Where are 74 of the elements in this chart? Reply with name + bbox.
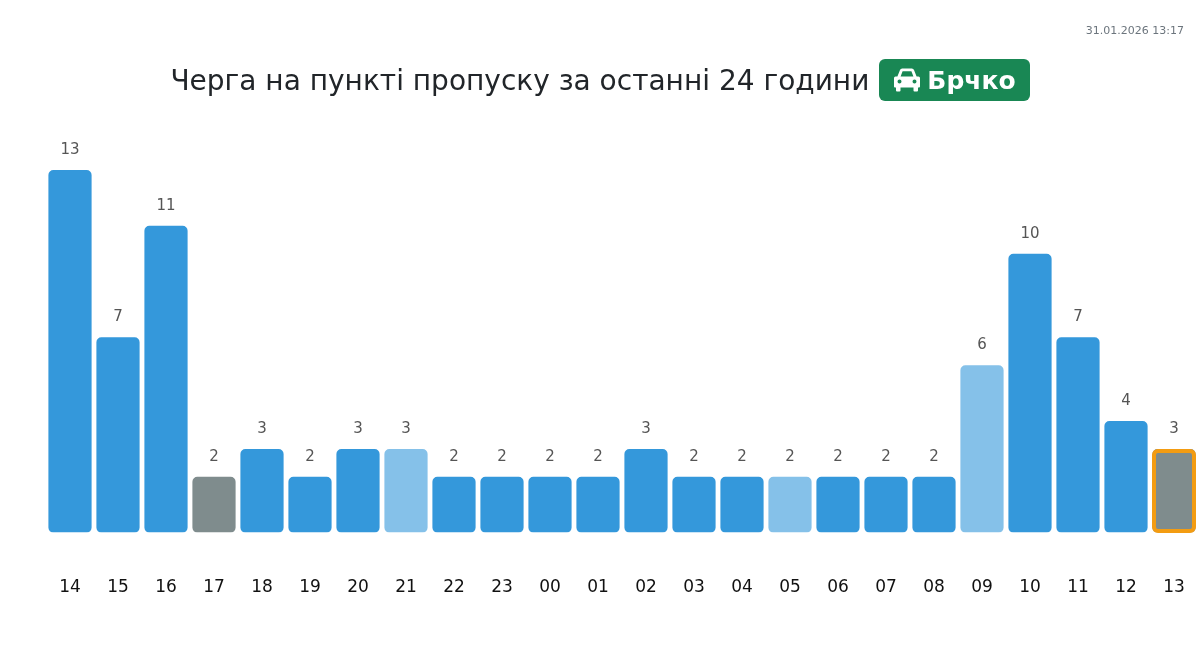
chart-subtitle: Брчко bbox=[927, 65, 1016, 95]
data-label: 7 bbox=[1073, 307, 1083, 326]
x-tick-label: 00 bbox=[539, 576, 561, 597]
data-label: 3 bbox=[1169, 418, 1179, 437]
x-tick-label: 20 bbox=[347, 576, 369, 597]
data-label: 3 bbox=[641, 418, 651, 437]
x-tick-label: 14 bbox=[59, 576, 81, 597]
bar bbox=[240, 448, 284, 533]
data-label: 10 bbox=[1020, 223, 1040, 242]
x-tick-label: 03 bbox=[683, 576, 705, 597]
data-label: 7 bbox=[113, 307, 123, 326]
bar bbox=[144, 225, 188, 533]
x-tick-label: 21 bbox=[395, 576, 417, 597]
x-tick-label: 02 bbox=[635, 576, 657, 597]
bar bbox=[192, 476, 236, 533]
bar bbox=[672, 476, 716, 533]
bar bbox=[720, 476, 764, 533]
x-tick-label: 07 bbox=[875, 576, 897, 597]
x-tick-label: 01 bbox=[587, 576, 609, 597]
bar bbox=[432, 476, 476, 533]
x-tick-label: 12 bbox=[1115, 576, 1137, 597]
bar bbox=[576, 476, 620, 533]
x-tick-label: 10 bbox=[1019, 576, 1041, 597]
bar bbox=[816, 476, 860, 533]
data-label: 3 bbox=[401, 418, 411, 437]
data-label: 2 bbox=[785, 446, 795, 465]
data-label: 11 bbox=[156, 195, 176, 214]
data-label: 2 bbox=[497, 446, 507, 465]
x-tick-label: 09 bbox=[971, 576, 993, 597]
bar bbox=[480, 476, 524, 533]
data-label: 2 bbox=[689, 446, 699, 465]
data-label: 2 bbox=[305, 446, 315, 465]
data-label: 4 bbox=[1121, 390, 1131, 409]
text: 31.01.2026 13:17 bbox=[1085, 24, 1184, 38]
x-tick-label: 08 bbox=[923, 576, 945, 597]
bar bbox=[336, 448, 380, 533]
x-tick-label: 19 bbox=[299, 576, 321, 597]
x-tick-label: 04 bbox=[731, 576, 753, 597]
x-tick-label: 13 bbox=[1163, 576, 1185, 597]
data-label: 2 bbox=[737, 446, 747, 465]
data-label: 2 bbox=[545, 446, 555, 465]
bar bbox=[48, 170, 92, 533]
bar bbox=[960, 365, 1004, 533]
x-tick-label: 17 bbox=[203, 576, 225, 597]
bar bbox=[624, 448, 668, 533]
bar bbox=[1008, 253, 1052, 533]
bar bbox=[384, 448, 428, 533]
data-label: 6 bbox=[977, 335, 987, 354]
data-label: 2 bbox=[929, 446, 939, 465]
bar bbox=[528, 476, 572, 533]
x-tick-label: 06 bbox=[827, 576, 849, 597]
x-tick-label: 23 bbox=[491, 576, 513, 597]
bar bbox=[768, 476, 812, 533]
data-label: 13 bbox=[60, 139, 80, 158]
x-tick-label: 18 bbox=[251, 576, 273, 597]
chart-title: Черга на пункті пропуску за останні 24 години bbox=[170, 63, 870, 97]
data-label: 3 bbox=[257, 418, 267, 437]
data-label: 2 bbox=[593, 446, 603, 465]
x-tick-label: 05 bbox=[779, 576, 801, 597]
data-label: 2 bbox=[881, 446, 891, 465]
x-tick-label: 22 bbox=[443, 576, 465, 597]
data-label: 3 bbox=[353, 418, 363, 437]
bar bbox=[96, 337, 140, 533]
bar bbox=[864, 476, 908, 533]
x-tick-label: 16 bbox=[155, 576, 177, 597]
bar bbox=[912, 476, 956, 533]
bar bbox=[288, 476, 332, 533]
bar bbox=[1104, 421, 1148, 533]
bar bbox=[1056, 337, 1100, 533]
data-label: 2 bbox=[833, 446, 843, 465]
x-tick-label: 15 bbox=[107, 576, 129, 597]
data-label: 2 bbox=[209, 446, 219, 465]
data-label: 2 bbox=[449, 446, 459, 465]
x-tick-label: 11 bbox=[1067, 576, 1089, 597]
